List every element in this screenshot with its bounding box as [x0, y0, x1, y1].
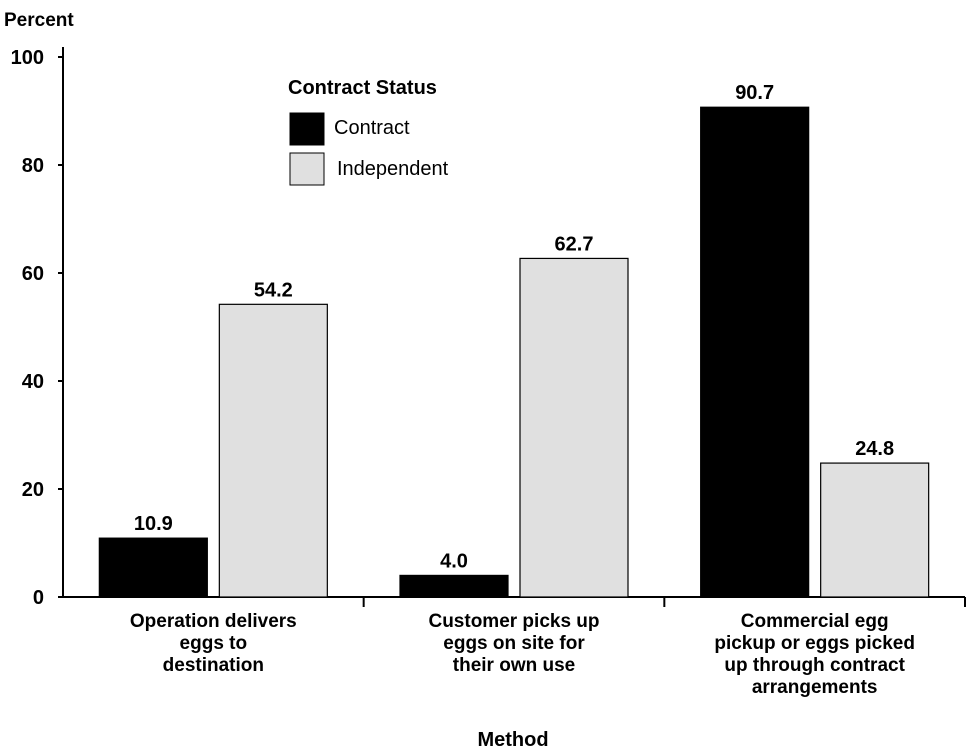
y-tick-label: 20 [22, 479, 44, 501]
data-label-independent: 54.2 [254, 279, 293, 301]
x-category-label: Commercial egg pickup or eggs picked up th… [714, 611, 915, 698]
data-label-contract: 4.0 [440, 550, 468, 572]
axes: 0 20 40 60 80 100 Operation delivers eggs to des… [11, 47, 966, 698]
data-label-contract: 90.7 [735, 82, 774, 104]
y-tick-label: 40 [22, 371, 44, 393]
bar-independent [820, 462, 930, 598]
x-category-label-line: their own use [453, 655, 575, 676]
legend-swatch-contract [289, 112, 325, 146]
bar-contract [98, 537, 208, 598]
data-label-contract: 10.9 [134, 513, 173, 535]
bar-independent [519, 257, 629, 598]
legend-label-contract: Contract [334, 117, 410, 139]
x-category-label: Customer picks up eggs on site for their o… [428, 611, 599, 676]
x-category-label-line: pickup or eggs picked [714, 633, 915, 654]
y-tick-label: 0 [33, 587, 44, 609]
x-category-label: Operation delivers eggs to destination [130, 611, 297, 676]
data-label-independent: 24.8 [855, 438, 894, 460]
data-label-independent: 62.7 [555, 233, 594, 255]
x-axis-label: Method [477, 729, 548, 751]
legend-title: Contract Status [288, 77, 437, 99]
x-category-label-line: Operation delivers [130, 611, 297, 632]
x-category-label-line: eggs to [180, 633, 248, 654]
legend-label-independent: Independent [337, 158, 449, 180]
bar-contract [700, 106, 810, 598]
x-category-label-line: arrangements [752, 677, 878, 698]
legend: Contract Status Contract Independent [288, 77, 449, 186]
legend-swatch-independent [289, 152, 325, 186]
y-tick-label: 80 [22, 155, 44, 177]
x-category-label-line: Customer picks up [428, 611, 599, 632]
y-tick-label: 100 [11, 47, 44, 69]
y-tick-label: 60 [22, 263, 44, 285]
x-category-label-line: Commercial egg [741, 611, 889, 632]
bar-independent [218, 303, 328, 598]
x-category-label-line: eggs on site for [443, 633, 585, 654]
y-axis-label: Percent [4, 10, 74, 31]
x-category-label-line: destination [163, 655, 264, 676]
bars: 10.9 54.2 4.0 62.7 90.7 24.8 [98, 82, 930, 598]
x-category-label-line: up through contract [724, 655, 905, 676]
bar-contract [399, 574, 509, 598]
